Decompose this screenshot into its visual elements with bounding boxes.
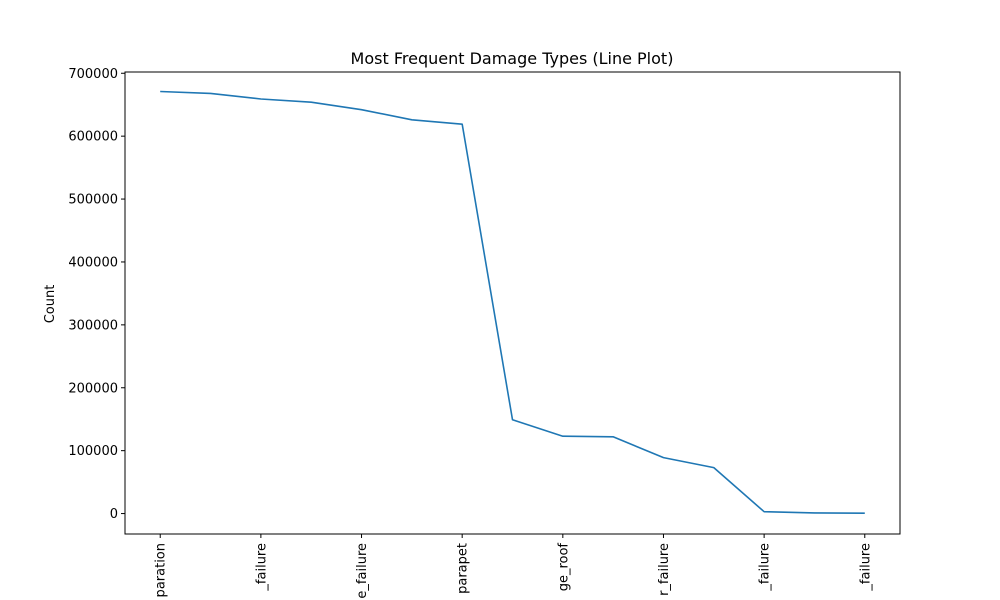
x-tick-label: _failure xyxy=(758,543,773,592)
y-tick-label: 500000 xyxy=(68,193,118,208)
y-tick-label: 400000 xyxy=(68,255,118,270)
y-tick-label: 300000 xyxy=(68,318,118,333)
plot-frame xyxy=(124,71,901,535)
x-tick-label: _failure xyxy=(254,543,269,592)
x-tick-label: _failure xyxy=(858,543,873,592)
y-tick-label: 600000 xyxy=(68,130,118,145)
series-line-0 xyxy=(160,90,865,514)
y-axis-ticks: 0 100000 200000 300000 400000 500000 600000 700… xyxy=(68,67,125,522)
y-axis-label: Count xyxy=(43,285,58,324)
chart-title: Most Frequent Damage Types (Line Plot) xyxy=(351,49,674,68)
x-tick-label: paration xyxy=(154,543,169,597)
y-tick-label: 0 xyxy=(110,507,118,522)
y-tick-label: 100000 xyxy=(68,444,118,459)
x-tick-label: e_failure xyxy=(355,543,370,599)
x-tick-label: parapet xyxy=(456,543,471,594)
x-tick-label: ge_roof xyxy=(556,543,571,592)
series-group xyxy=(160,90,865,514)
x-axis-ticks: paration _failure e_failure parapet ge_roof r… xyxy=(154,534,873,599)
y-tick-label: 700000 xyxy=(68,67,118,82)
x-tick-label: r_failure xyxy=(657,543,672,596)
y-tick-label: 200000 xyxy=(68,381,118,396)
